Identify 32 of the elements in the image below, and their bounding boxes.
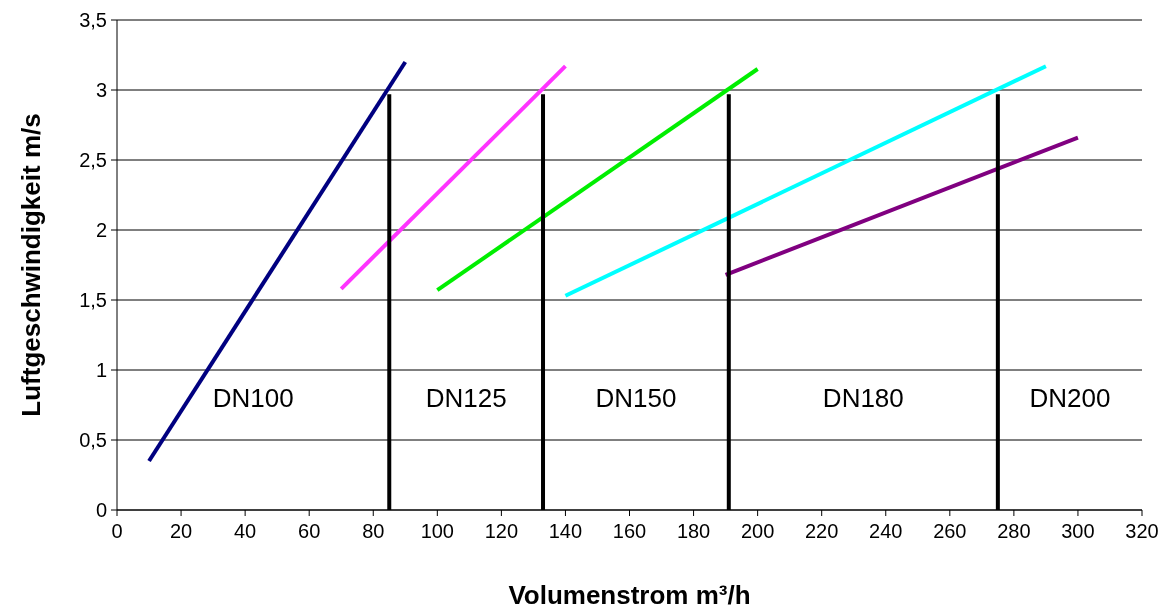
x-tick-label: 40 (234, 520, 257, 542)
annotation: DN200 (1029, 383, 1111, 414)
x-tick-label: 80 (362, 520, 385, 542)
annotation: DN180 (822, 383, 904, 414)
annotation: DN150 (595, 383, 677, 414)
annotation: DN100 (212, 383, 294, 414)
y-axis-title: Luftgeschwindigkeit m/s (16, 113, 46, 417)
x-tick-label: 320 (1125, 520, 1159, 542)
x-tick-label: 20 (169, 520, 193, 542)
y-tick-label: 2,5 (79, 149, 107, 171)
x-tick-label: 300 (1061, 520, 1095, 542)
y-tick-label: 3 (95, 79, 107, 101)
y-tick-label: 1,5 (79, 289, 107, 311)
x-axis-title: Volumenstrom m³/h (508, 580, 751, 610)
x-tick-label: 100 (420, 520, 454, 542)
y-tick-label: 2 (95, 219, 107, 241)
x-tick-label: 260 (933, 520, 967, 542)
x-tick-label: 0 (111, 520, 123, 542)
x-tick-label: 220 (805, 520, 839, 542)
x-tick-label: 200 (740, 520, 775, 542)
y-tick-label: 3,5 (79, 9, 107, 31)
x-tick-label: 140 (548, 520, 583, 542)
annotation: DN125 (425, 383, 507, 414)
y-tick-label: 0 (95, 499, 107, 521)
x-tick-label: 160 (612, 520, 647, 542)
x-tick-label: 180 (676, 520, 711, 542)
y-tick-label: 0,5 (79, 429, 107, 451)
y-tick-label: 1 (95, 359, 107, 381)
x-tick-label: 120 (484, 520, 519, 542)
x-tick-label: 280 (997, 520, 1031, 542)
x-tick-label: 240 (869, 520, 903, 542)
x-tick-label: 60 (298, 520, 321, 542)
